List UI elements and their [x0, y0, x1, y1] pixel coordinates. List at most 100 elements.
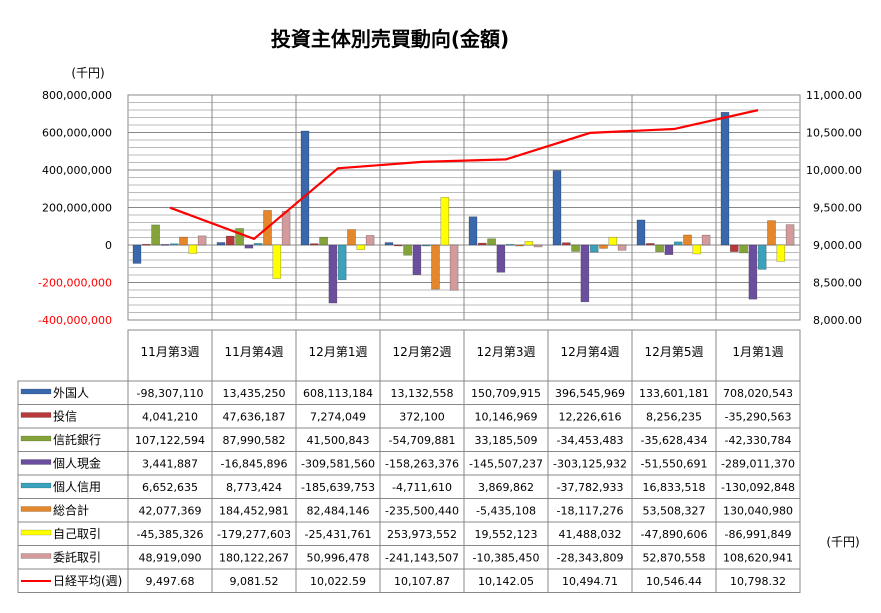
bar-外国人: [132, 244, 142, 264]
bar-個人信用: [757, 244, 767, 270]
table-cell: -130,092,848: [721, 481, 795, 494]
table-cell: 9,081.52: [230, 575, 279, 588]
legend-label: 信託銀行: [53, 432, 101, 447]
table-cell: -241,143,507: [385, 552, 459, 565]
bar-自己取引: [692, 244, 702, 255]
legend-label: 投信: [53, 409, 77, 424]
table-cell: 33,185,509: [475, 434, 538, 447]
bar-信託銀行: [655, 244, 664, 252]
bar-信託銀行: [571, 244, 580, 252]
table-cell: -145,507,237: [469, 458, 543, 471]
bar-個人現金: [412, 244, 422, 275]
bar-委託取引: [197, 235, 207, 246]
bar-自己取引: [188, 244, 198, 254]
table-cell: 9,497.68: [146, 575, 195, 588]
table-cell: 708,020,543: [723, 387, 793, 400]
bar-個人現金: [244, 244, 254, 249]
table-cell: 180,122,267: [219, 552, 289, 565]
bar-総合計: [179, 236, 188, 246]
y2-tick-label: 8,000.00: [813, 314, 862, 327]
category-label: 12月第5週: [645, 345, 704, 359]
category-label: 12月第4週: [561, 345, 620, 359]
category-label: 11月第4週: [225, 345, 284, 359]
y2-tick-label: 10,500.00: [806, 127, 862, 140]
bar-投信: [226, 235, 235, 246]
bar-委託取引: [365, 235, 375, 246]
y-tick-label: 800,000,000: [42, 89, 112, 102]
table-cell: 19,552,123: [475, 528, 538, 541]
bar-委託取引: [785, 224, 795, 246]
bar-投信: [142, 243, 151, 246]
table-row: [17, 568, 801, 593]
table-cell: 53,508,327: [643, 505, 706, 518]
bar-信託銀行: [739, 244, 748, 254]
bar-外国人: [636, 219, 646, 246]
y2-tick-label: 8,500.00: [813, 277, 862, 290]
y-tick-label: 0: [105, 239, 112, 252]
table-cell: 108,620,941: [723, 552, 793, 565]
category-label: 12月第1週: [309, 345, 368, 359]
bar-自己取引: [608, 236, 618, 246]
table-cell: 7,274,049: [310, 411, 366, 424]
y-tick-label: -200,000,000: [38, 277, 112, 290]
bar-外国人: [552, 170, 562, 246]
table-cell: 16,833,518: [643, 481, 706, 494]
chart-title: 投資主体別売買動向(金額): [271, 27, 509, 51]
legend-swatch: [20, 459, 52, 465]
table-cell: 13,132,558: [391, 387, 454, 400]
table-cell: 47,636,187: [223, 411, 286, 424]
table-cell: 48,919,090: [139, 552, 202, 565]
bar-投信: [561, 242, 571, 246]
table-cell: -98,307,110: [137, 387, 204, 400]
bar-投信: [645, 243, 655, 246]
bar-外国人: [384, 242, 394, 246]
table-cell: 42,077,369: [139, 505, 202, 518]
table-cell: 87,990,582: [223, 434, 286, 447]
table-cell: 184,452,981: [219, 505, 289, 518]
bar-個人現金: [664, 244, 674, 255]
y2-tick-label: 11,000.00: [806, 89, 862, 102]
table-cell: 10,022.59: [310, 575, 366, 588]
table-cell: -37,782,933: [557, 481, 624, 494]
bar-委託取引: [281, 210, 291, 246]
bar-信託銀行: [487, 238, 496, 246]
table-cell: -47,890,606: [641, 528, 708, 541]
table-cell: 10,798.32: [730, 575, 786, 588]
nikkei-line: [169, 109, 759, 241]
bar-個人信用: [673, 241, 683, 246]
bar-個人信用: [421, 244, 431, 247]
table-cell: 10,107.87: [394, 575, 450, 588]
table-cell: 8,773,424: [226, 481, 282, 494]
y-tick-label: 400,000,000: [42, 164, 112, 177]
legend-swatch: [20, 435, 52, 442]
table-cell: 130,040,980: [723, 505, 793, 518]
y-tick-label: -400,000,000: [38, 314, 112, 327]
table-cell: -16,845,896: [221, 458, 288, 471]
bar-個人信用: [589, 244, 599, 253]
legend-label: 個人現金: [53, 456, 101, 471]
left-axis-unit: (千円): [71, 66, 104, 80]
y2-tick-label: 9,500.00: [813, 202, 862, 215]
category-label: 12月第3週: [477, 345, 536, 359]
bar-個人信用: [169, 243, 179, 246]
table-cell: -185,639,753: [301, 481, 375, 494]
y2-tick-label: 10,000.00: [806, 164, 862, 177]
table-cell: -86,991,849: [725, 528, 792, 541]
legend-label: 外国人: [53, 386, 89, 400]
bar-委託取引: [533, 244, 543, 248]
table-cell: -18,117,276: [557, 505, 624, 518]
bar-委託取引: [617, 244, 627, 251]
table-cell: 41,488,032: [559, 528, 622, 541]
table-cell: -51,550,691: [641, 458, 708, 471]
legend-swatch: [20, 482, 52, 489]
bar-信託銀行: [319, 236, 328, 246]
table-cell: 41,500,843: [307, 434, 370, 447]
category-label: 11月第3週: [141, 345, 200, 359]
bar-個人信用: [505, 243, 515, 246]
bar-個人現金: [580, 244, 590, 303]
table-cell: 82,484,146: [307, 505, 370, 518]
bar-信託銀行: [403, 244, 412, 256]
table-cell: 150,709,915: [471, 387, 541, 400]
legend-label: 総合計: [53, 503, 89, 518]
